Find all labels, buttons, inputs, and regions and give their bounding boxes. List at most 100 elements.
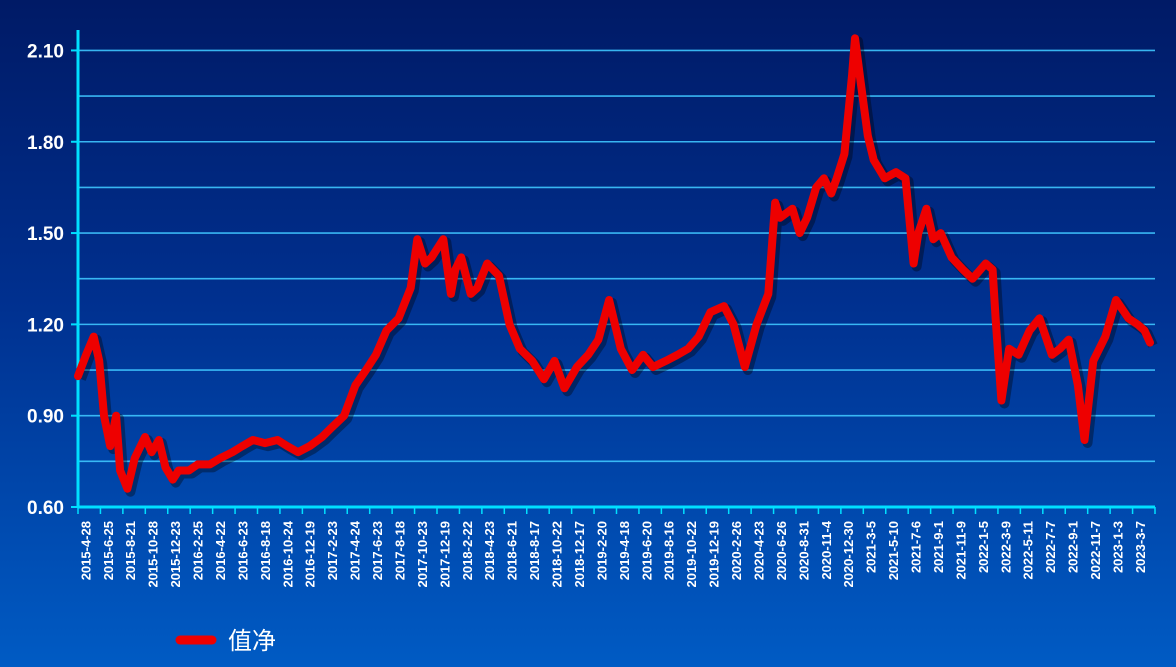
data-point bbox=[483, 260, 491, 267]
data-point bbox=[516, 345, 524, 353]
data-point bbox=[1065, 336, 1073, 344]
data-point bbox=[720, 302, 728, 310]
data-point bbox=[169, 476, 177, 484]
data-point bbox=[467, 290, 475, 298]
data-point bbox=[584, 351, 592, 359]
x-tick-label: 2015-10-28 bbox=[146, 521, 161, 588]
data-point bbox=[948, 253, 956, 261]
data-point bbox=[340, 412, 348, 420]
data-point bbox=[439, 235, 447, 243]
x-tick-label: 2016-4-22 bbox=[213, 521, 228, 580]
x-tick-label: 2018-12-17 bbox=[572, 521, 587, 588]
legend-label: 值净 bbox=[228, 627, 276, 655]
x-tick-label: 2016-10-24 bbox=[280, 520, 295, 587]
data-point bbox=[628, 366, 636, 374]
data-point bbox=[1005, 345, 1013, 353]
x-tick-label: 2017-6-23 bbox=[370, 521, 385, 580]
data-point bbox=[95, 357, 103, 365]
data-point bbox=[421, 260, 429, 267]
data-point bbox=[1026, 327, 1034, 334]
x-tick-label: 2020-6-26 bbox=[774, 521, 789, 580]
data-point bbox=[764, 290, 772, 298]
x-tick-label: 2019-2-20 bbox=[594, 521, 609, 580]
data-point bbox=[1048, 351, 1056, 359]
data-point bbox=[892, 168, 900, 176]
data-point bbox=[1036, 314, 1043, 322]
data-point bbox=[194, 460, 202, 468]
x-tick-label: 2022-1-5 bbox=[976, 521, 991, 573]
data-point bbox=[155, 436, 163, 444]
data-point bbox=[1056, 345, 1064, 353]
data-point bbox=[318, 433, 326, 441]
y-tick-label: 1.20 bbox=[27, 315, 64, 336]
data-point bbox=[1015, 351, 1023, 359]
data-point bbox=[451, 266, 459, 274]
data-point bbox=[695, 333, 703, 341]
data-point bbox=[851, 34, 859, 42]
data-point bbox=[383, 327, 390, 334]
data-point bbox=[594, 336, 602, 344]
data-point bbox=[997, 397, 1005, 404]
data-point bbox=[812, 183, 820, 191]
data-point bbox=[495, 272, 503, 280]
data-point bbox=[249, 436, 257, 444]
x-tick-label: 2019-8-16 bbox=[662, 521, 677, 580]
data-point bbox=[922, 205, 930, 213]
data-point bbox=[141, 433, 149, 441]
data-point bbox=[162, 463, 169, 471]
x-tick-label: 2017-8-18 bbox=[392, 521, 407, 580]
data-point bbox=[910, 260, 918, 267]
data-point bbox=[306, 442, 314, 450]
y-tick-label: 0.90 bbox=[27, 407, 64, 428]
data-point bbox=[82, 351, 90, 359]
data-point bbox=[1081, 436, 1088, 444]
x-tick-label: 2019-4-18 bbox=[617, 521, 632, 580]
data-point bbox=[992, 314, 1000, 322]
data-point bbox=[771, 199, 779, 207]
data-point bbox=[123, 485, 131, 493]
data-point bbox=[649, 363, 657, 371]
data-point bbox=[605, 296, 613, 304]
x-tick-label: 2023-3-7 bbox=[1133, 521, 1148, 573]
series-layer bbox=[74, 34, 1158, 497]
x-tick-label: 2015-6-25 bbox=[101, 521, 116, 580]
x-tick-label: 2015-4-28 bbox=[78, 521, 93, 580]
data-point bbox=[639, 351, 647, 359]
x-tick-label: 2021-3-5 bbox=[864, 521, 879, 573]
data-point bbox=[989, 266, 997, 274]
data-point bbox=[684, 345, 692, 353]
data-point bbox=[864, 132, 872, 140]
data-point bbox=[753, 320, 761, 328]
data-point bbox=[274, 436, 281, 444]
x-tick-label: 2022-11-7 bbox=[1088, 521, 1103, 580]
x-tick-label: 2017-4-24 bbox=[348, 520, 363, 580]
legend: 值净 bbox=[175, 627, 276, 655]
y-tick-label: 0.60 bbox=[27, 498, 64, 519]
data-point bbox=[261, 439, 269, 447]
data-point bbox=[447, 290, 455, 298]
data-point bbox=[662, 357, 670, 365]
data-point bbox=[413, 235, 421, 243]
data-point bbox=[560, 384, 568, 392]
data-point bbox=[617, 345, 625, 353]
data-point bbox=[216, 454, 224, 462]
x-tick-label: 2017-12-19 bbox=[437, 521, 452, 588]
data-point bbox=[982, 260, 990, 267]
x-tick-label: 2018-4-23 bbox=[482, 521, 497, 580]
x-tick-label: 2016-8-18 bbox=[258, 521, 273, 580]
data-point bbox=[457, 253, 465, 261]
x-tick-label: 2020-2-26 bbox=[729, 521, 744, 580]
data-point bbox=[857, 77, 864, 85]
data-point bbox=[112, 412, 120, 420]
y-tick-label: 1.50 bbox=[27, 224, 64, 245]
data-point bbox=[1134, 320, 1142, 328]
data-point bbox=[294, 448, 302, 456]
data-point bbox=[473, 284, 481, 292]
x-tick-label: 2018-8-17 bbox=[527, 521, 542, 580]
data-point bbox=[803, 214, 811, 222]
data-point bbox=[185, 467, 193, 474]
x-tick-label: 2021-7-6 bbox=[909, 521, 924, 573]
data-point bbox=[1124, 314, 1132, 322]
data-point bbox=[175, 467, 183, 474]
data-point bbox=[327, 424, 335, 432]
